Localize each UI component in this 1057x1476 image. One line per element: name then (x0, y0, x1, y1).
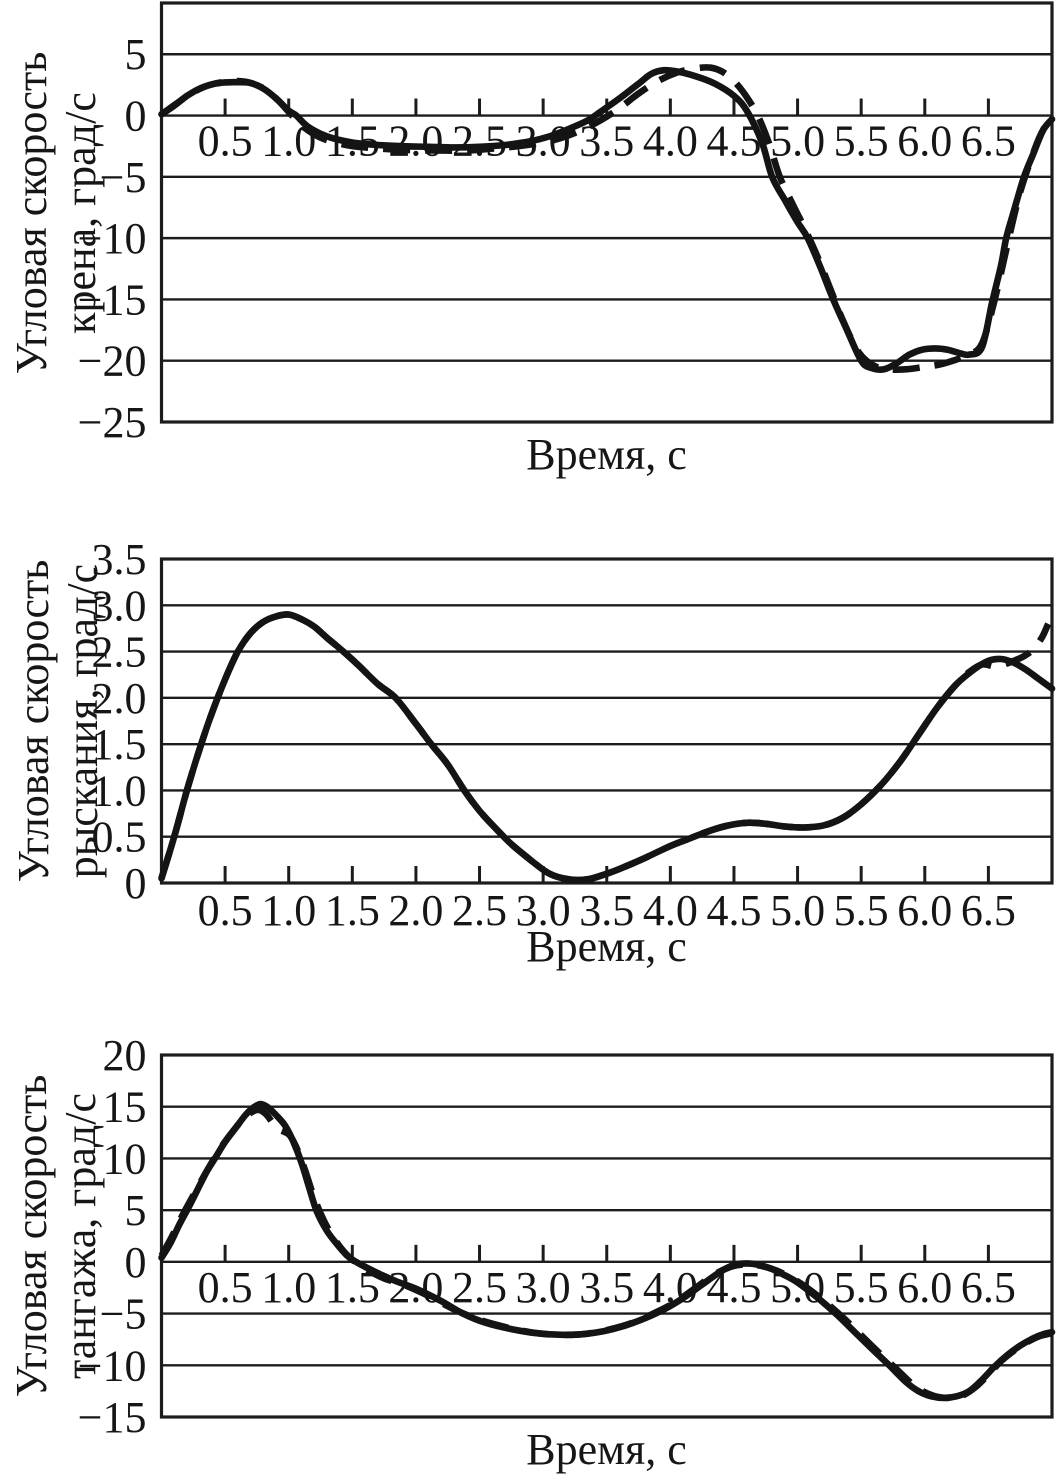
y-axis-title-pitch: Угловая скорость тангажа, град/с (7, 1075, 105, 1398)
svg-text:0.5: 0.5 (198, 886, 253, 935)
y-axis-title-yaw-line2: рыскания, град/с (58, 563, 107, 879)
svg-text:4.0: 4.0 (643, 117, 698, 166)
x-axis-title-yaw: Время, с (526, 922, 687, 971)
svg-text:1.0: 1.0 (261, 1263, 316, 1312)
svg-text:−10: −10 (78, 1341, 147, 1390)
y-axis-title-yaw: Угловая скорость рыскания, град/с (9, 560, 107, 883)
svg-text:2.5: 2.5 (452, 1263, 507, 1312)
svg-text:5.5: 5.5 (834, 1263, 889, 1312)
svg-text:1.5: 1.5 (92, 720, 147, 769)
svg-text:0.5: 0.5 (198, 117, 253, 166)
svg-text:3.5: 3.5 (92, 535, 147, 584)
svg-text:−20: −20 (78, 337, 147, 386)
svg-text:−15: −15 (78, 275, 147, 324)
svg-text:5.0: 5.0 (770, 117, 825, 166)
svg-text:4.5: 4.5 (706, 886, 761, 935)
y-axis-title-yaw-line1: Угловая скорость (9, 559, 58, 883)
svg-text:2.5: 2.5 (92, 628, 147, 677)
y-axis-title-pitch-line1: Угловая скорость (7, 1074, 56, 1398)
svg-text:2.0: 2.0 (388, 886, 443, 935)
svg-text:0: 0 (125, 859, 147, 908)
svg-text:−5: −5 (100, 1290, 147, 1339)
svg-text:20: 20 (103, 1031, 147, 1080)
svg-text:3.0: 3.0 (516, 886, 571, 935)
svg-text:5.5: 5.5 (834, 117, 889, 166)
svg-text:15: 15 (103, 1083, 147, 1132)
x-axis-title-pitch: Время, с (526, 1425, 687, 1474)
svg-text:1.0: 1.0 (92, 766, 147, 815)
svg-text:5.5: 5.5 (834, 886, 889, 935)
svg-text:1.5: 1.5 (325, 886, 380, 935)
svg-text:3.5: 3.5 (579, 117, 634, 166)
y-axis-title-roll-line1: Угловая скорость (7, 51, 56, 375)
svg-text:0: 0 (125, 92, 147, 141)
svg-text:5: 5 (125, 30, 147, 79)
svg-text:6.5: 6.5 (961, 886, 1016, 935)
svg-text:0.5: 0.5 (198, 1263, 253, 1312)
svg-text:3.5: 3.5 (579, 886, 634, 935)
svg-text:0.5: 0.5 (92, 813, 147, 862)
svg-text:6.0: 6.0 (897, 886, 952, 935)
svg-text:0: 0 (125, 1238, 147, 1287)
svg-text:4.0: 4.0 (643, 886, 698, 935)
svg-text:3.0: 3.0 (92, 581, 147, 630)
svg-text:6.5: 6.5 (961, 117, 1016, 166)
svg-text:3.5: 3.5 (579, 1263, 634, 1312)
svg-text:−15: −15 (78, 1393, 147, 1442)
svg-text:5.0: 5.0 (770, 886, 825, 935)
svg-text:2.5: 2.5 (452, 886, 507, 935)
svg-text:6.5: 6.5 (961, 1263, 1016, 1312)
svg-text:4.5: 4.5 (706, 1263, 761, 1312)
svg-text:−10: −10 (78, 214, 147, 263)
svg-text:6.0: 6.0 (897, 117, 952, 166)
svg-text:−25: −25 (78, 398, 147, 447)
y-axis-title-roll-line2: крена, град/с (56, 92, 105, 334)
svg-text:1.0: 1.0 (261, 886, 316, 935)
svg-text:10: 10 (103, 1134, 147, 1183)
svg-text:2.0: 2.0 (92, 674, 147, 723)
x-axis-title-roll: Время, с (526, 430, 687, 479)
svg-text:5: 5 (125, 1186, 147, 1235)
svg-text:6.0: 6.0 (897, 1263, 952, 1312)
svg-text:2.5: 2.5 (452, 117, 507, 166)
svg-text:2.0: 2.0 (388, 117, 443, 166)
svg-text:3.0: 3.0 (516, 1263, 571, 1312)
svg-text:−5: −5 (100, 153, 147, 202)
y-axis-title-roll: Угловая скорость крена, град/с (7, 52, 105, 375)
y-axis-title-pitch-line2: тангажа, град/с (56, 1092, 105, 1380)
